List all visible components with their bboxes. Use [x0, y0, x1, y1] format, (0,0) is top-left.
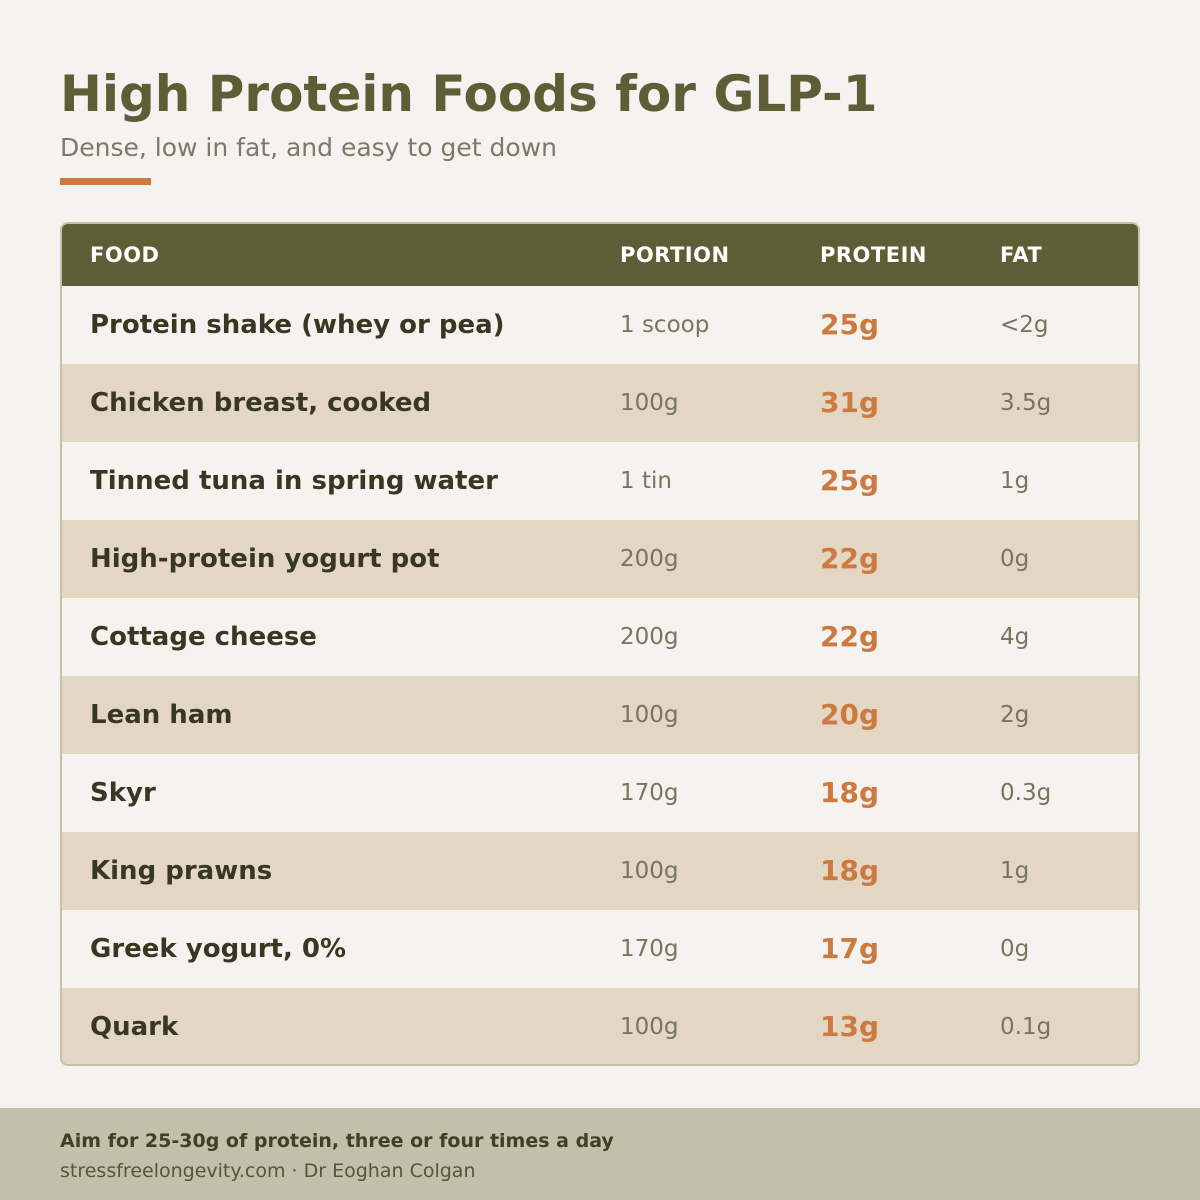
table-row: Protein shake (whey or pea) 1 scoop 25g … [62, 286, 1138, 364]
footer-band: Aim for 25-30g of protein, three or four… [0, 1108, 1200, 1200]
protein-value: 22g [820, 620, 880, 653]
table-row: Quark 100g 13g 0.1g [62, 988, 1138, 1064]
protein-value: 17g [820, 932, 880, 965]
protein-value: 13g [820, 1010, 880, 1043]
protein-foods-table: FOOD PORTION PROTEIN FAT Protein shake (… [60, 222, 1140, 1066]
fat-value: 2g [1000, 702, 1030, 728]
protein-value: 25g [820, 464, 880, 497]
table-row: Cottage cheese 200g 22g 4g [62, 598, 1138, 676]
footer-note: Aim for 25-30g of protein, three or four… [60, 1130, 614, 1152]
fat-value: 0.1g [1000, 1014, 1052, 1040]
food-name: Tinned tuna in spring water [90, 466, 498, 496]
accent-divider [60, 178, 151, 185]
fat-value: 3.5g [1000, 390, 1052, 416]
column-header-portion: PORTION [620, 243, 730, 267]
fat-value: <2g [1000, 312, 1049, 338]
page-title: High Protein Foods for GLP-1 [60, 65, 878, 123]
table-header-row: FOOD PORTION PROTEIN FAT [62, 224, 1138, 286]
portion-value: 200g [620, 624, 679, 650]
protein-value: 31g [820, 386, 880, 419]
food-name: Quark [90, 1012, 179, 1042]
column-header-protein: PROTEIN [820, 243, 927, 267]
protein-value: 18g [820, 854, 880, 887]
portion-value: 100g [620, 1014, 679, 1040]
portion-value: 100g [620, 390, 679, 416]
portion-value: 100g [620, 702, 679, 728]
table-row: Greek yogurt, 0% 170g 17g 0g [62, 910, 1138, 988]
fat-value: 1g [1000, 468, 1030, 494]
table-row: Skyr 170g 18g 0.3g [62, 754, 1138, 832]
footer-credit: stressfreelongevity.com · Dr Eoghan Colg… [60, 1160, 476, 1182]
table-row: Lean ham 100g 20g 2g [62, 676, 1138, 754]
fat-value: 0g [1000, 546, 1030, 572]
portion-value: 170g [620, 780, 679, 806]
protein-value: 25g [820, 308, 880, 341]
protein-value: 18g [820, 776, 880, 809]
food-name: Greek yogurt, 0% [90, 934, 347, 964]
food-name: High-protein yogurt pot [90, 544, 440, 574]
food-name: King prawns [90, 856, 273, 886]
food-name: Skyr [90, 778, 156, 808]
portion-value: 100g [620, 858, 679, 884]
table-row: King prawns 100g 18g 1g [62, 832, 1138, 910]
table-row: Tinned tuna in spring water 1 tin 25g 1g [62, 442, 1138, 520]
portion-value: 170g [620, 936, 679, 962]
table-row: Chicken breast, cooked 100g 31g 3.5g [62, 364, 1138, 442]
food-name: Cottage cheese [90, 622, 317, 652]
food-name: Protein shake (whey or pea) [90, 310, 505, 340]
page-subtitle: Dense, low in fat, and easy to get down [60, 133, 557, 162]
fat-value: 0.3g [1000, 780, 1052, 806]
food-name: Chicken breast, cooked [90, 388, 432, 418]
fat-value: 0g [1000, 936, 1030, 962]
protein-value: 22g [820, 542, 880, 575]
portion-value: 200g [620, 546, 679, 572]
column-header-food: FOOD [90, 243, 160, 267]
portion-value: 1 tin [620, 468, 672, 494]
portion-value: 1 scoop [620, 312, 710, 338]
fat-value: 4g [1000, 624, 1030, 650]
fat-value: 1g [1000, 858, 1030, 884]
column-header-fat: FAT [1000, 243, 1043, 267]
food-name: Lean ham [90, 700, 233, 730]
table-row: High-protein yogurt pot 200g 22g 0g [62, 520, 1138, 598]
protein-value: 20g [820, 698, 880, 731]
